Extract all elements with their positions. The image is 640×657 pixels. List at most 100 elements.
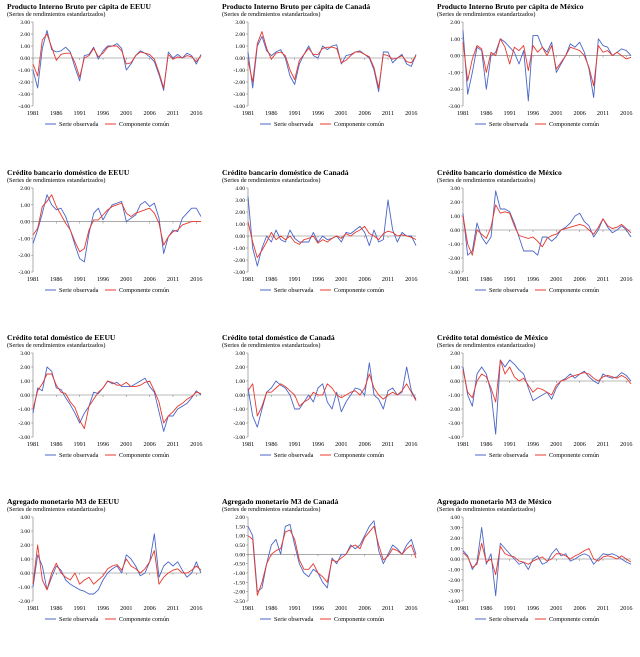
common-series-line	[462, 204, 632, 256]
x-tick-label: 2006	[573, 605, 585, 612]
legend-label: Componente común	[119, 452, 169, 459]
chart-subtitle: (Series de rendimientos estandarizados)	[222, 177, 321, 184]
x-tick-label: 1991	[288, 110, 300, 117]
legend-label: Serie observada	[489, 452, 529, 459]
y-tick-label: 1.00	[450, 365, 460, 371]
y-tick-label: 1.00	[450, 547, 460, 553]
chart-title: Crédito bancario doméstico de EEUU	[7, 168, 130, 177]
x-tick-label: 2001	[550, 276, 562, 283]
x-tick-label: 2006	[143, 605, 155, 612]
x-tick-label: 1996	[312, 110, 324, 117]
x-tick-label: 1996	[97, 276, 109, 283]
y-tick-label: 0.00	[20, 571, 30, 577]
legend-label: Serie observada	[59, 121, 99, 128]
y-tick-label: -4.00	[448, 435, 460, 441]
y-tick-label: 2.00	[235, 365, 245, 371]
y-tick-label: 3.00	[20, 529, 30, 535]
legend-label: Serie observada	[274, 616, 314, 623]
y-tick-label: -2.00	[233, 421, 245, 427]
common-series-line	[247, 373, 417, 417]
y-tick-label: -3.00	[448, 421, 460, 427]
x-tick-label: 2001	[120, 605, 132, 612]
x-tick-label: 1981	[457, 441, 469, 448]
x-tick-label: 1991	[288, 441, 300, 448]
x-tick-label: 2016	[190, 276, 202, 283]
x-tick-label: 2016	[190, 441, 202, 448]
chart-subtitle: (Series de rendimientos estandarizados)	[222, 506, 321, 513]
chart-panel: Crédito bancario doméstico de Canadá (Ser…	[222, 168, 427, 298]
x-tick-label: 1981	[242, 441, 254, 448]
y-tick-label: -2.00	[233, 258, 245, 264]
y-tick-label: -1.00	[233, 68, 245, 74]
y-tick-label: 3.00	[450, 186, 460, 192]
y-tick-label: -2.00	[233, 590, 245, 596]
x-tick-label: 2001	[120, 110, 132, 117]
chart-title: Crédito total doméstico de Canadá	[222, 333, 335, 342]
x-tick-label: 1991	[73, 605, 85, 612]
chart-panel: Agregado monetario M3 de Canadá (Series d…	[222, 497, 427, 627]
y-tick-label: -3.00	[448, 589, 460, 595]
observed-series-line	[247, 35, 417, 93]
y-tick-label: 0.00	[235, 234, 245, 240]
y-tick-label: -3.00	[18, 435, 30, 441]
x-tick-label: 1986	[265, 276, 277, 283]
x-tick-label: 1981	[457, 110, 469, 117]
chart-title: Agregado monetario M3 de Canadá	[222, 497, 339, 506]
x-tick-label: 2001	[120, 441, 132, 448]
y-tick-label: -1.00	[18, 585, 30, 591]
legend-label: Componente común	[549, 287, 599, 294]
x-tick-label: 1996	[527, 605, 539, 612]
y-tick-label: 1.00	[20, 557, 30, 563]
observed-series-line	[247, 520, 417, 593]
y-tick-label: 0.00	[235, 393, 245, 399]
chart-title: Producto Interno Bruto per cápita de Can…	[222, 2, 371, 11]
y-tick-label: -2.00	[18, 253, 30, 259]
y-tick-label: -0.50	[233, 562, 245, 568]
x-tick-label: 2011	[597, 276, 609, 283]
chart-title: Agregado monetario M3 de EEUU	[7, 497, 120, 506]
y-tick-label: 3.00	[20, 20, 30, 26]
x-tick-label: 1981	[27, 605, 39, 612]
y-tick-label: 0.00	[450, 379, 460, 385]
y-tick-label: 1.00	[235, 222, 245, 228]
y-tick-label: -1.00	[448, 568, 460, 574]
chart-title: Crédito total doméstico de EEUU	[7, 333, 116, 342]
y-tick-label: -1.00	[18, 236, 30, 242]
legend-label: Serie observada	[59, 287, 99, 294]
y-tick-label: 0.50	[235, 543, 245, 549]
chart-subtitle: (Series de rendimientos estandarizados)	[437, 342, 536, 349]
y-tick-label: -2.00	[233, 80, 245, 86]
y-tick-label: 1.00	[235, 44, 245, 50]
y-tick-label: -2.00	[448, 256, 460, 262]
x-tick-label: 1981	[457, 276, 469, 283]
chart-panel: Agregado monetario M3 de México (Series d…	[437, 497, 640, 627]
y-tick-label: -1.00	[18, 68, 30, 74]
x-tick-label: 1986	[265, 441, 277, 448]
y-tick-label: 0.00	[235, 552, 245, 558]
y-tick-label: 0.00	[20, 220, 30, 226]
y-tick-label: -3.00	[448, 104, 460, 110]
y-tick-label: 0.00	[20, 56, 30, 62]
x-tick-label: 1996	[527, 276, 539, 283]
x-tick-label: 2006	[143, 276, 155, 283]
chart-subtitle: (Series de rendimientos estandarizados)	[7, 11, 106, 18]
x-tick-label: 1991	[503, 605, 515, 612]
x-tick-label: 2016	[620, 441, 632, 448]
common-series-line	[247, 221, 417, 259]
legend-label: Componente común	[549, 616, 599, 623]
y-tick-label: -3.00	[18, 270, 30, 276]
legend-label: Serie observada	[489, 287, 529, 294]
x-tick-label: 2016	[620, 276, 632, 283]
x-tick-label: 1996	[97, 605, 109, 612]
x-tick-label: 2001	[335, 110, 347, 117]
x-tick-label: 2006	[143, 110, 155, 117]
x-tick-label: 2011	[597, 110, 609, 117]
y-tick-label: 2.00	[20, 543, 30, 549]
x-tick-label: 2016	[620, 605, 632, 612]
x-tick-label: 1996	[97, 110, 109, 117]
x-tick-label: 1991	[288, 276, 300, 283]
x-tick-label: 2016	[190, 110, 202, 117]
x-tick-label: 1981	[27, 276, 39, 283]
y-tick-label: -1.00	[233, 246, 245, 252]
line-chart: -4.00 -3.00 -2.00 -1.00 0.00 1.00 2.00 3.00 1981…	[233, 20, 417, 128]
